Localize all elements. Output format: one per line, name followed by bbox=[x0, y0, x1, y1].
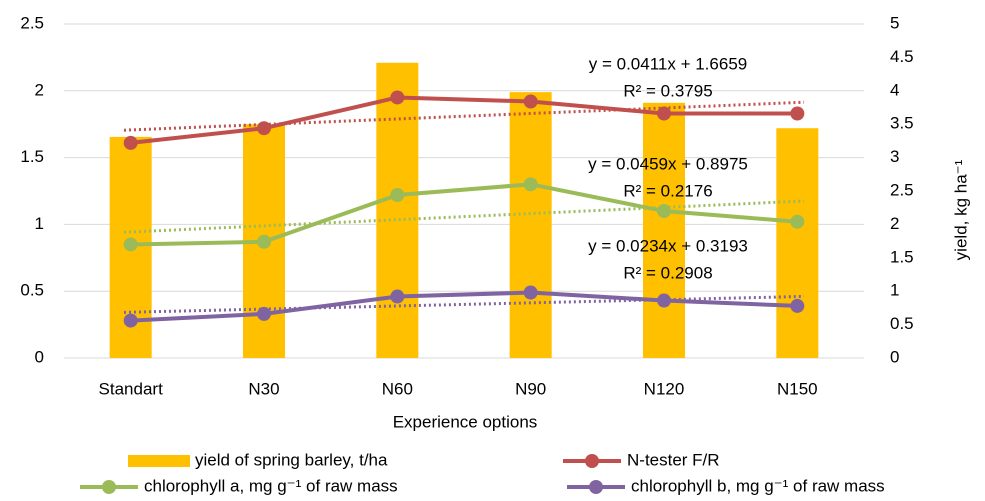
y2-tick-label: 3.5 bbox=[890, 114, 914, 133]
bar bbox=[509, 92, 552, 359]
trendline-r2: R² = 0.2176 bbox=[623, 181, 712, 200]
x-tick-label: N120 bbox=[644, 379, 685, 398]
point bbox=[657, 204, 671, 219]
bar bbox=[776, 128, 819, 358]
legend-label: N-tester F/R bbox=[627, 450, 720, 469]
y2-tick-label: 3 bbox=[890, 147, 899, 166]
x-tick-label: Standart bbox=[99, 379, 164, 398]
bar bbox=[643, 102, 685, 358]
trendline-equation: y = 0.0411x + 1.6659 bbox=[589, 54, 747, 73]
legend-marker bbox=[585, 454, 599, 468]
point bbox=[523, 285, 538, 300]
point bbox=[790, 298, 805, 313]
legend-marker bbox=[102, 480, 116, 494]
y2-tick-label: 4.5 bbox=[890, 47, 914, 66]
x-tick-label: N90 bbox=[515, 379, 546, 398]
y2-axis-title: yield, kg ha⁻¹ bbox=[951, 159, 970, 260]
point bbox=[257, 234, 271, 249]
y-tick-label: 0 bbox=[35, 347, 44, 366]
y-tick-label: 1 bbox=[35, 214, 44, 233]
point bbox=[257, 121, 271, 136]
x-tick-label: N60 bbox=[382, 379, 413, 398]
point bbox=[390, 90, 405, 105]
bar bbox=[376, 62, 419, 359]
line bbox=[130, 290, 798, 323]
y-tick-label: 0.5 bbox=[20, 281, 44, 300]
x-tick-label: N150 bbox=[777, 379, 818, 398]
point bbox=[790, 106, 805, 121]
legend-swatch bbox=[128, 455, 190, 467]
y-tick-label: 2.5 bbox=[20, 13, 44, 32]
trendline bbox=[123, 294, 805, 314]
y2-tick-label: 5 bbox=[890, 13, 899, 32]
y2-tick-label: 0.5 bbox=[890, 314, 914, 333]
y2-tick-label: 2 bbox=[890, 214, 899, 233]
y2-tick-label: 4 bbox=[890, 80, 899, 99]
trendline-r2: R² = 0.3795 bbox=[623, 81, 712, 100]
y2-tick-label: 1 bbox=[890, 281, 899, 300]
trendline-equation: y = 0.0459x + 0.8975 bbox=[588, 154, 748, 173]
x-tick-label: N30 bbox=[248, 379, 279, 398]
y2-tick-label: 2.5 bbox=[890, 180, 914, 199]
legend-label: chlorophyll b, mg g⁻¹ of raw mass bbox=[631, 476, 885, 495]
trendline-equation: y = 0.0234x + 0.3193 bbox=[588, 236, 748, 255]
point bbox=[390, 188, 405, 203]
point bbox=[123, 313, 138, 328]
legend-label: chlorophyll a, mg g⁻¹ of raw mass bbox=[144, 476, 398, 495]
y2-tick-label: 0 bbox=[890, 347, 899, 366]
line bbox=[130, 95, 798, 145]
point bbox=[523, 177, 538, 192]
legend-marker bbox=[589, 480, 603, 494]
y-tick-label: 2 bbox=[35, 80, 44, 99]
trendline bbox=[123, 199, 805, 234]
point bbox=[123, 135, 138, 150]
trendline-r2: R² = 0.2908 bbox=[623, 263, 712, 282]
point bbox=[257, 306, 271, 321]
line bbox=[130, 182, 798, 247]
point bbox=[657, 106, 671, 121]
y2-tick-label: 1.5 bbox=[890, 247, 914, 266]
point bbox=[790, 214, 805, 229]
point bbox=[657, 293, 671, 308]
point bbox=[123, 237, 138, 252]
point bbox=[390, 289, 405, 304]
legend-label: yield of spring barley, t/ha bbox=[195, 450, 388, 469]
trendline bbox=[123, 100, 805, 132]
point bbox=[523, 94, 538, 109]
x-axis-title: Experience options bbox=[393, 412, 538, 431]
y-tick-label: 1.5 bbox=[20, 147, 44, 166]
